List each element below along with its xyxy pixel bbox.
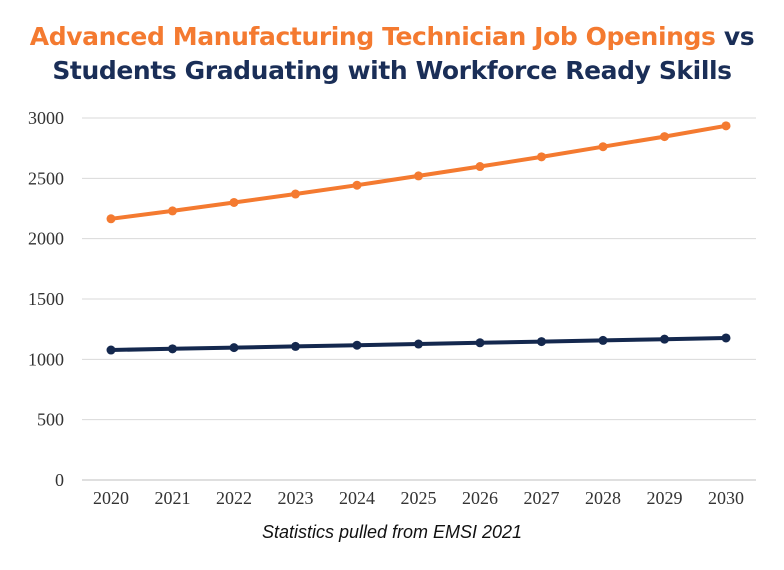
chart-title-line1: Advanced Manufacturing Technician Job Op… [0,20,784,54]
data-point [721,333,731,343]
chart-title-vs: vs [723,22,755,51]
x-tick-label: 2020 [93,488,129,508]
data-point [414,339,423,349]
x-tick-label: 2023 [278,488,314,508]
x-tick-label: 2024 [339,488,375,508]
x-tick-label: 2028 [585,488,621,508]
data-point [721,121,731,131]
source-caption: Statistics pulled from EMSI 2021 [261,522,523,542]
data-point [106,345,116,355]
data-point [537,152,546,162]
data-point [598,142,608,152]
data-point [352,340,362,350]
data-point [660,132,669,142]
x-tick-label: 2022 [216,488,252,508]
y-tick-label: 500 [37,410,64,430]
chart-title-job-openings: Advanced Manufacturing Technician Job Op… [29,22,716,51]
data-point [352,180,362,190]
data-point [168,344,177,354]
chart-title-line2: Students Graduating with Workforce Ready… [52,56,732,85]
data-point [414,171,423,181]
y-tick-label: 2500 [28,168,64,188]
data-point [475,162,485,172]
y-tick-label: 1500 [28,289,64,309]
y-axis-tick-labels: 0 500 1000 1500 2000 2500 3000 [28,108,64,490]
gridlines [82,117,756,421]
x-axis-tick-labels: 2020 2021 2022 2023 2024 2025 2026 2027 2028 2029… [93,488,744,508]
x-tick-label: 2030 [708,488,744,508]
y-tick-label: 2000 [28,229,64,249]
y-tick-label: 1000 [28,349,64,369]
series-1 [106,121,731,224]
series-lines [106,121,731,355]
data-point [660,334,669,344]
data-point [168,206,177,216]
y-tick-label: 0 [55,470,64,490]
data-point [598,335,608,345]
y-tick-label: 3000 [28,108,64,128]
data-point [537,337,546,347]
data-point [229,343,239,353]
series-2 [106,333,731,355]
data-point [291,189,300,199]
data-point [475,338,485,348]
data-point [291,341,300,351]
data-point [229,197,239,207]
x-tick-label: 2025 [401,488,437,508]
x-tick-label: 2026 [462,488,498,508]
x-tick-label: 2027 [524,488,560,508]
x-tick-label: 2029 [647,488,683,508]
data-point [106,214,116,224]
chart-title: Advanced Manufacturing Technician Job Op… [0,20,784,88]
x-tick-label: 2021 [155,488,191,508]
